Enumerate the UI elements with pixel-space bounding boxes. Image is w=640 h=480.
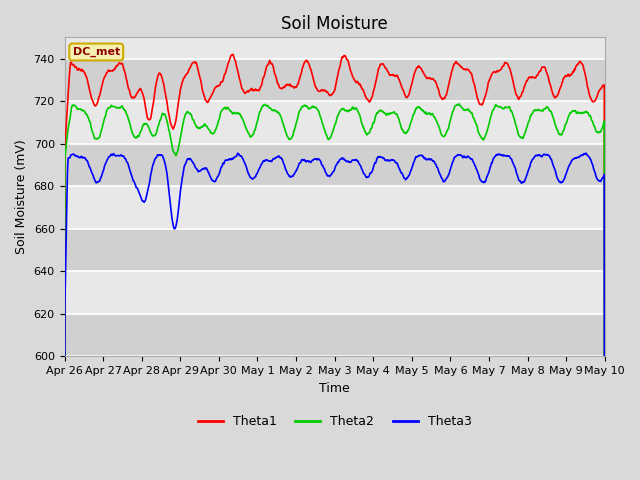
- Legend: Theta1, Theta2, Theta3: Theta1, Theta2, Theta3: [193, 410, 477, 433]
- Bar: [65, 228, 605, 271]
- Text: DC_met: DC_met: [72, 47, 120, 57]
- Bar: [65, 144, 605, 186]
- Bar: [65, 314, 605, 356]
- Y-axis label: Soil Moisture (mV): Soil Moisture (mV): [15, 140, 28, 254]
- Title: Soil Moisture: Soil Moisture: [281, 15, 388, 33]
- X-axis label: Time: Time: [319, 382, 350, 395]
- Bar: [65, 59, 605, 101]
